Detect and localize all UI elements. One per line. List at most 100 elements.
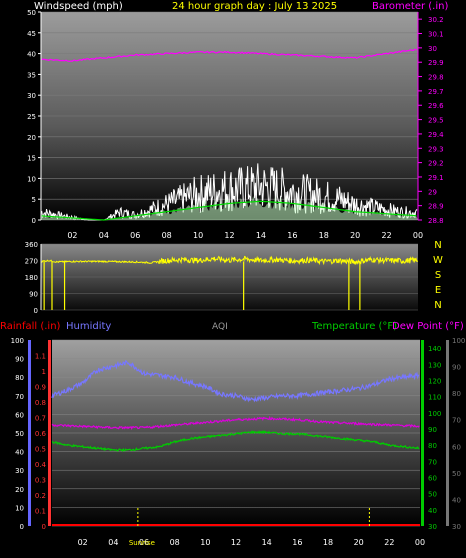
x-tick-label-bottom: 16: [292, 538, 302, 547]
x-tick-label-bottom: 12: [231, 538, 241, 547]
rain-tick-label: 0.5: [35, 446, 46, 454]
dewpoint-line: [51, 415, 420, 431]
dew-tick-label: 30: [452, 523, 461, 531]
rain-tick-label: 0.1: [35, 508, 46, 516]
x-tick-label-bottom: 20: [354, 538, 364, 547]
baro-axis-tick-label: 29.6: [428, 102, 444, 110]
x-tick-label-top: 22: [381, 231, 391, 240]
dew-tick-label: 40: [452, 496, 461, 504]
temp-tick-label: 140: [428, 345, 441, 353]
temp-tick-label: 80: [428, 442, 437, 450]
baro-axis-tick-label: 29.4: [428, 131, 444, 139]
rain-tick-label: 0.6: [35, 430, 47, 438]
baro-axis-tick-label: 29.9: [428, 59, 444, 67]
wind-axis-tick-label: 50: [27, 9, 36, 17]
direction-tick-label: 360: [25, 241, 38, 249]
x-tick-label-bottom: 04: [108, 538, 118, 547]
baro-axis-tick-label: 29.1: [428, 174, 444, 182]
x-tick-label-bottom: 22: [384, 538, 394, 547]
baro-axis-tick-label: 30.1: [428, 31, 444, 39]
x-tick-label-top: 10: [193, 231, 203, 240]
humidity-tick-label: 40: [15, 449, 24, 457]
aqi-title: AQI: [212, 322, 228, 332]
x-tick-label-top: 14: [256, 231, 266, 240]
baro-axis-tick-label: 29.7: [428, 88, 444, 96]
rain-tick-label: 0.2: [35, 492, 46, 500]
wind-axis-tick-label: 25: [27, 113, 36, 121]
graph-title: 24 hour graph day : July 13 2025: [172, 1, 337, 12]
rain-tick-label: 0.9: [35, 384, 46, 392]
wind-direction-line: [40, 255, 419, 266]
humidity-tick-label: 30: [15, 467, 24, 475]
compass-label-e: E: [435, 285, 441, 296]
compass-label-s: S: [435, 270, 441, 281]
rain-tick-label: 1.1: [35, 353, 46, 361]
rain-tick-label: 0.7: [35, 415, 46, 423]
temp-tick-label: 110: [428, 394, 441, 402]
x-tick-label-top: 00: [413, 231, 423, 240]
humidity-tick-label: 10: [15, 504, 24, 512]
humidity-tick-label: 20: [15, 486, 24, 494]
baro-axis-tick-label: 28.8: [428, 217, 444, 225]
temp-tick-label: 70: [428, 458, 437, 466]
rain-tick-label: 0.3: [35, 477, 46, 485]
temp-tick-label: 60: [428, 474, 437, 482]
wind-axis-tick-label: 10: [27, 175, 36, 183]
direction-tick-label: 270: [25, 258, 38, 266]
x-tick-label-top: 18: [319, 231, 329, 240]
dew-tick-label: 90: [452, 364, 461, 372]
compass-label-w: W: [433, 255, 443, 266]
rain-tick-label: 0.4: [35, 461, 47, 469]
wind-average-area: [41, 195, 418, 220]
temperature-line: [51, 430, 420, 453]
temp-tick-label: 120: [428, 377, 441, 385]
humidity-tick-label: 80: [15, 374, 24, 382]
compass-label-n: N: [434, 300, 441, 311]
humidity-title: Humidity: [66, 321, 111, 332]
x-tick-label-bottom: 08: [170, 538, 180, 547]
baro-axis-tick-label: 30: [428, 45, 437, 53]
wind-axis-tick-label: 35: [27, 71, 36, 79]
temp-tick-label: 100: [428, 410, 441, 418]
baro-axis-tick-label: 28.9: [428, 203, 444, 211]
humidity-tick-label: 60: [15, 411, 24, 419]
humidity-line: [51, 360, 420, 403]
wind-axis-tick-label: 0: [32, 217, 36, 225]
humidity-tick-label: 0: [20, 523, 24, 531]
x-tick-label-top: 06: [130, 231, 140, 240]
temp-tick-label: 30: [428, 523, 437, 531]
temperature-title: Temperature (°F): [311, 321, 397, 332]
rain-tick-label: 1: [42, 368, 46, 376]
temp-tick-label: 90: [428, 426, 437, 434]
humidity-tick-label: 50: [15, 430, 24, 438]
x-tick-label-bottom: 10: [200, 538, 210, 547]
rain-tick-label: 0.8: [35, 399, 46, 407]
wind-axis-tick-label: 45: [27, 30, 36, 38]
barometer-title: Barometer (.in): [372, 1, 448, 12]
x-tick-label-top: 16: [287, 231, 297, 240]
temp-tick-label: 130: [428, 361, 441, 369]
dew-tick-label: 80: [452, 390, 461, 398]
baro-axis-tick-label: 30.2: [428, 16, 444, 24]
wind-speed-title: Windspeed (mph): [34, 1, 123, 12]
rainfall-title: Rainfall (.in): [0, 321, 61, 332]
wind-axis-tick-label: 15: [27, 155, 36, 163]
x-tick-label-top: 20: [350, 231, 360, 240]
wind-average-line: [40, 200, 417, 221]
humidity-tick-label: 90: [15, 356, 24, 364]
dew-tick-label: 70: [452, 417, 461, 425]
baro-axis-tick-label: 29.5: [428, 117, 444, 125]
wind-axis-tick-label: 30: [27, 92, 36, 100]
x-tick-label-bottom: 00: [415, 538, 425, 547]
sunrise-label: Sunrise: [129, 539, 155, 547]
baro-axis-tick-label: 29: [428, 188, 437, 196]
humidity-tick-label: 100: [11, 337, 24, 345]
temp-tick-label: 40: [428, 507, 437, 515]
temp-tick-label: 50: [428, 491, 437, 499]
barometer-line: [40, 48, 417, 62]
dew-tick-label: 50: [452, 470, 461, 478]
x-tick-label-bottom: 02: [78, 538, 88, 547]
x-tick-label-top: 08: [162, 231, 172, 240]
temp-axis-bar: [421, 340, 424, 526]
